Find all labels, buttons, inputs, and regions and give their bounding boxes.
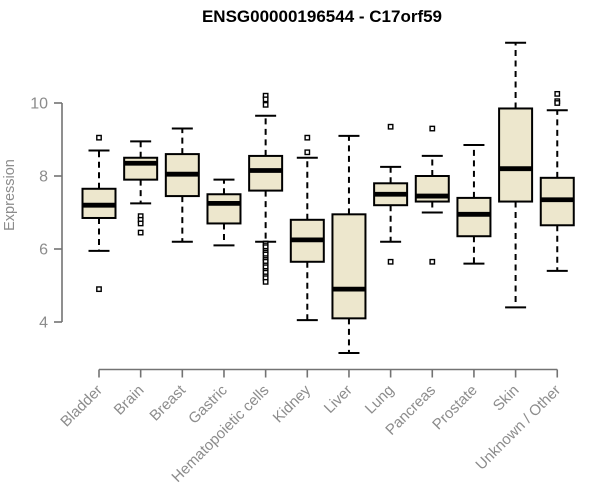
- outlier-point: [304, 134, 311, 141]
- boxplot-unknown-other: [539, 90, 575, 272]
- outlier-point: [554, 90, 561, 97]
- boxplot-prostate: [456, 143, 492, 265]
- x-tick-label-bladder: Bladder: [57, 382, 106, 431]
- x-tick-label-brain: Brain: [111, 382, 148, 419]
- x-tick-label-breast: Breast: [146, 381, 189, 424]
- outlier-point: [262, 96, 269, 103]
- x-tick-label-kidney: Kidney: [270, 381, 315, 426]
- boxplot-gastric: [206, 178, 242, 247]
- iqr-box: [206, 193, 242, 225]
- y-axis-title: Expression: [2, 159, 18, 231]
- outlier-point: [137, 220, 144, 227]
- y-tick-label-8: 8: [39, 169, 48, 186]
- outlier-point: [429, 125, 436, 132]
- boxplot-breast: [164, 127, 200, 243]
- x-tick-label-skin: Skin: [490, 382, 523, 415]
- outlier-point: [304, 149, 311, 156]
- boxplot-skin: [498, 41, 534, 309]
- boxplot-brain: [123, 140, 159, 236]
- iqr-box: [498, 107, 534, 203]
- outlier-point: [96, 134, 102, 141]
- boxplot-liver: [331, 134, 367, 355]
- outlier-point: [387, 123, 394, 130]
- y-tick-label-6: 6: [39, 242, 48, 259]
- iqr-box: [331, 213, 367, 320]
- outlier-point: [429, 258, 436, 265]
- x-tick-label-liver: Liver: [321, 382, 356, 417]
- boxplot-pancreas: [414, 125, 450, 265]
- boxplot-kidney: [289, 134, 325, 322]
- y-tick-label-4: 4: [39, 315, 48, 332]
- outlier-point: [262, 101, 269, 108]
- outlier-point: [387, 258, 394, 265]
- outlier-point: [262, 278, 269, 285]
- x-tick-label-lung: Lung: [362, 382, 398, 418]
- iqr-box: [456, 196, 492, 238]
- boxplot-hematopoietic-cells: [248, 92, 284, 285]
- y-axis: 4 6 8 10 Expression: [2, 96, 63, 332]
- y-tick-label-10: 10: [30, 96, 48, 113]
- iqr-box: [248, 154, 284, 192]
- boxplot-lung: [373, 123, 409, 265]
- outlier-point: [96, 286, 102, 293]
- x-tick-label-prostate: Prostate: [429, 382, 481, 434]
- boxplot-bladder: [81, 134, 117, 293]
- chart-title: ENSG00000196544 - C17orf59: [202, 7, 442, 26]
- outlier-point: [554, 100, 561, 106]
- outlier-point: [137, 229, 144, 236]
